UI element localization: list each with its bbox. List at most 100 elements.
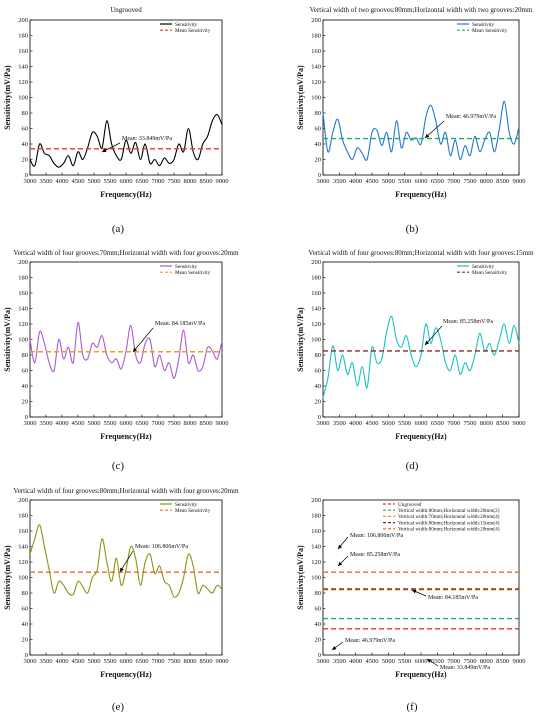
panel-5: Vertical width of four grooves:80mm;Hori… [3,487,239,713]
plot-frame [322,261,520,418]
arrow-head [338,561,343,566]
y-tick-label: 100 [311,575,321,582]
panel-letter: (b) [406,223,419,235]
legend-entry: Sensitivity [472,264,495,270]
legend-entry: Mean Sensitivity [175,508,211,514]
y-tick-label: 80 [22,590,29,597]
y-tick-label: 180 [18,513,28,520]
arrow-head [427,659,432,663]
x-tick-label: 7000 [152,658,165,665]
series-line [322,315,520,398]
x-tick-label: 5000 [88,178,101,185]
x-axis-label: Frequency(Hz) [395,432,447,441]
y-tick-label: 120 [311,559,321,566]
legend-entry: Vertical width:80mm;Horizontal width:20m… [398,526,500,533]
y-tick-label: 200 [311,497,321,504]
x-tick-label: 5500 [398,658,411,665]
x-tick-label: 9000 [216,420,229,427]
y-tick-label: 200 [18,17,28,24]
arrow-head [332,646,337,650]
y-tick-label: 140 [311,544,321,551]
y-tick-label: 180 [18,275,28,282]
legend-entry: Vertical width:80mm;Horizontal width:15m… [398,519,500,526]
y-tick-label: 0 [25,414,28,421]
x-tick-label: 4500 [72,178,85,185]
y-tick-label: 100 [311,95,321,102]
x-tick-label: 7000 [152,420,165,427]
x-tick-label: 6500 [431,420,444,427]
y-tick-label: 200 [18,259,28,266]
x-tick-label: 4000 [349,658,362,665]
annotation-text: Mean: 85.258mV/Pa [443,319,493,325]
legend-entry: Vertical width:80mm;Horizontal width:20m… [398,507,500,514]
y-tick-label: 80 [315,352,322,359]
arrow-head [338,544,343,549]
legend-entry: Mean Sensitivity [472,270,508,276]
legend-entry: Sensitivity [175,264,198,270]
legend-entry: Ungrooved [398,502,422,508]
y-tick-label: 40 [315,383,322,390]
x-tick-label: 3000 [24,420,37,427]
x-tick-label: 6000 [415,420,428,427]
x-tick-label: 3500 [333,658,346,665]
x-tick-label: 8500 [200,178,213,185]
x-tick-label: 6000 [120,658,133,665]
panel-letter: (f) [407,701,418,713]
panel-6: 0 20 40 60 80 100 120 140 160 180 200 3000 3500 4000 4… [296,497,526,713]
x-tick-label: 8000 [184,178,197,185]
panel-letter: (c) [112,460,125,472]
y-tick-label: 140 [311,306,321,313]
y-tick-label: 120 [311,79,321,86]
y-tick-label: 40 [22,383,29,390]
x-tick-label: 9000 [216,658,229,665]
panel-4: Vertical width of four grooves:80mm;Hori… [296,249,534,472]
x-axis-label: Frequency(Hz) [100,190,152,199]
y-tick-label: 20 [22,157,29,164]
x-tick-label: 8000 [184,420,197,427]
y-tick-label: 200 [18,497,28,504]
x-tick-label: 8500 [496,658,509,665]
x-tick-label: 4500 [366,178,379,185]
annotation-text: Mean: 46.979mV/Pa [446,114,496,120]
x-tick-label: 5000 [88,420,101,427]
y-tick-label: 160 [18,290,28,297]
y-tick-label: 160 [18,48,28,55]
y-tick-label: 120 [18,559,28,566]
x-tick-label: 8000 [184,658,197,665]
series-line [322,100,520,161]
x-tick-label: 5000 [382,178,395,185]
chart-title: Ungrooved [110,6,142,14]
y-tick-label: 60 [22,126,29,133]
annotation-text: Mean: 84.185mV/Pa [428,595,478,601]
x-tick-label: 7500 [464,658,477,665]
y-tick-label: 60 [22,606,29,613]
annotation-arrow [132,327,154,353]
y-axis-label: Sensitivity(mV/Pa) [296,307,305,372]
x-tick-label: 9000 [513,420,526,427]
x-tick-label: 8000 [480,420,493,427]
x-tick-label: 3000 [317,658,330,665]
x-tick-label: 3500 [40,420,53,427]
x-tick-label: 8500 [200,420,213,427]
x-tick-label: 4000 [56,420,69,427]
x-tick-label: 3000 [24,658,37,665]
x-tick-label: 8500 [496,178,509,185]
y-tick-label: 100 [18,337,28,344]
annotation-text: Mean: 84.185mV/Pa [155,321,205,327]
annotation-arrow [424,325,443,346]
x-tick-label: 3500 [40,658,53,665]
y-tick-label: 120 [18,79,28,86]
y-tick-label: 20 [22,637,29,644]
x-tick-label: 5500 [104,178,117,185]
series-line [29,113,223,168]
x-tick-label: 7000 [447,420,460,427]
y-tick-label: 160 [311,48,321,55]
y-tick-label: 100 [18,95,28,102]
y-tick-label: 200 [311,259,321,266]
legend-entry: Mean Sensitivity [175,28,211,34]
annotation-arrow [424,120,445,139]
